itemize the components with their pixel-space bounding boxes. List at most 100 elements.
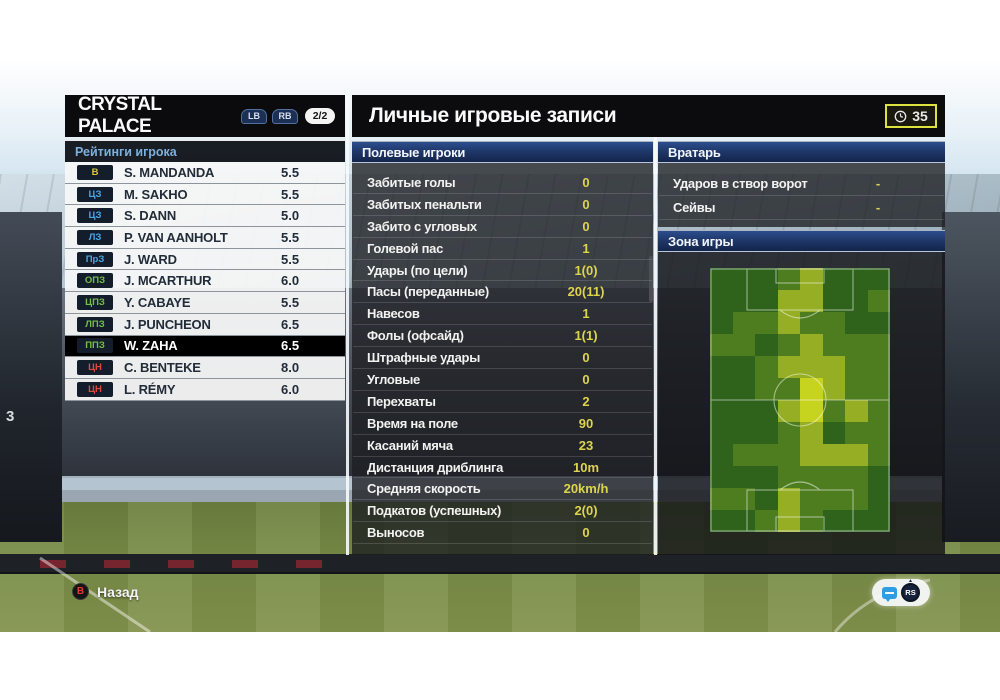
heatmap-cell — [777, 356, 800, 378]
heatmap-cell — [845, 290, 868, 312]
position-badge: ЦПЗ — [77, 294, 113, 310]
heatmap-cell — [867, 334, 890, 356]
heatmap-cell — [867, 378, 890, 400]
player-row[interactable]: ЦПЗ Y. CABAYE 5.5 — [65, 292, 345, 314]
stat-label: Подкатов (успешных) — [367, 503, 502, 519]
heatmap-cell — [777, 378, 800, 400]
ratings-header-bar: Рейтинги игрока — [65, 139, 345, 162]
stat-value: 2 — [582, 393, 590, 409]
play-zone-panel — [658, 252, 945, 555]
zone-header: Зона игры — [668, 233, 734, 249]
stat-label: Сейвы — [673, 200, 716, 215]
rb-button-icon[interactable]: RB — [272, 108, 298, 124]
lb-button-icon[interactable]: LB — [241, 108, 267, 124]
stat-row: Перехваты 2 — [353, 391, 652, 413]
match-timer: 35 — [885, 104, 937, 128]
position-badge: ЛЗ — [77, 229, 113, 245]
stat-row: Штрафные удары 0 — [353, 347, 652, 370]
player-name: W. ZAHA — [124, 338, 178, 354]
heatmap-cell — [755, 422, 778, 444]
heatmap-cell — [755, 510, 778, 532]
heatmap-cell — [777, 290, 800, 312]
stat-row: Навесов 1 — [353, 303, 652, 326]
player-row[interactable]: ЦЗ S. DANN 5.0 — [65, 205, 345, 228]
stat-value: 0 — [582, 350, 590, 366]
player-ratings-list: В S. MANDANDA 5.5 ЦЗ M. SAKHO 5.5 ЦЗ S. … — [65, 162, 345, 401]
stat-row: Забито с угловых 0 — [353, 216, 652, 238]
player-name: S. MANDANDA — [124, 164, 215, 180]
back-control[interactable]: B Назад — [72, 583, 139, 600]
heatmap-cell — [755, 334, 778, 356]
heatmap-cell — [777, 334, 800, 356]
player-rating: 5.5 — [281, 229, 300, 245]
heatmap-cell — [845, 422, 868, 444]
page-title-bar: Личные игровые записи 35 — [352, 95, 945, 137]
heatmap-cell — [822, 290, 845, 312]
back-label: Назад — [97, 583, 139, 600]
heatmap-cell — [755, 378, 778, 400]
right-stick-icon: RS — [901, 583, 920, 602]
stat-row: Время на поле 90 — [353, 413, 652, 435]
heatmap-cell — [845, 510, 868, 532]
player-rating: 5.5 — [281, 164, 300, 180]
player-row[interactable]: ОПЗ J. MCARTHUR 6.0 — [65, 270, 345, 293]
heatmap-cell — [800, 378, 823, 400]
heatmap-cell — [755, 466, 778, 488]
heatmap-cell — [755, 290, 778, 312]
heatmap-cell — [822, 334, 845, 356]
ratings-header-label: Рейтинги игрока — [75, 144, 177, 159]
stat-row: Ударов в створ ворот - — [659, 172, 944, 196]
stat-row: Удары (по цели) 1(0) — [353, 260, 652, 282]
player-name: P. VAN AANHOLT — [124, 229, 228, 245]
pitch-markings — [710, 268, 890, 532]
heatmap-cell — [867, 400, 890, 422]
left-stand: 3 — [0, 212, 62, 542]
player-row[interactable]: ЛПЗ J. PUNCHEON 6.5 — [65, 313, 345, 336]
heatmap-cell — [710, 488, 733, 510]
player-row[interactable]: ППЗ W. ZAHA 6.5 — [65, 335, 345, 358]
stat-value: 0 — [582, 218, 590, 234]
heatmap-cell — [777, 510, 800, 532]
b-button-icon[interactable]: B — [72, 583, 89, 600]
player-row[interactable]: ЦН L. RÉMY 6.0 — [65, 378, 345, 401]
heatmap-cell — [845, 356, 868, 378]
heatmap-cell — [732, 312, 755, 334]
heatmap-cell — [755, 312, 778, 334]
position-badge: ЛПЗ — [77, 316, 113, 332]
stat-row: Фолы (офсайд) 1(1) — [353, 325, 652, 348]
stat-value: 23 — [578, 437, 594, 453]
heatmap-cell — [845, 312, 868, 334]
position-badge: ПрЗ — [77, 251, 113, 267]
heatmap-cell — [867, 488, 890, 510]
position-badge: ЦЗ — [77, 208, 113, 224]
right-stand — [942, 212, 1000, 542]
heatmap-cell — [800, 444, 823, 466]
heatmap-cell — [732, 510, 755, 532]
player-row[interactable]: ЛЗ P. VAN AANHOLT 5.5 — [65, 227, 345, 249]
player-row[interactable]: ПрЗ J. WARD 5.5 — [65, 248, 345, 271]
stat-value: 20(11) — [567, 284, 605, 300]
player-row[interactable]: ЦЗ M. SAKHO 5.5 — [65, 183, 345, 206]
right-stick-control[interactable]: RS — [872, 579, 930, 606]
heatmap-cell — [822, 378, 845, 400]
stat-label: Перехваты — [367, 393, 436, 409]
player-row[interactable]: В S. MANDANDA 5.5 — [65, 162, 345, 184]
heatmap-cell — [800, 400, 823, 422]
player-rating: 6.5 — [281, 338, 300, 354]
player-row[interactable]: ЦН C. BENTEKE 8.0 — [65, 357, 345, 379]
heatmap-cell — [710, 312, 733, 334]
heatmap-cell — [800, 510, 823, 532]
player-rating: 6.0 — [281, 381, 300, 397]
stat-label: Средняя скорость — [367, 481, 481, 497]
goalkeeper-stats: Ударов в створ ворот - Сейвы - — [658, 163, 945, 227]
heatmap-cell — [845, 334, 868, 356]
player-rating: 6.0 — [281, 273, 300, 289]
page-indicator: 2/2 — [305, 108, 335, 124]
heatmap-cell — [732, 488, 755, 510]
goalkeeper-header: Вратарь — [668, 144, 721, 160]
stat-value: 0 — [582, 525, 590, 541]
player-name: L. RÉMY — [124, 381, 176, 397]
heatmap-cell — [777, 488, 800, 510]
player-rating: 5.5 — [281, 186, 300, 202]
player-rating: 6.5 — [281, 316, 300, 332]
